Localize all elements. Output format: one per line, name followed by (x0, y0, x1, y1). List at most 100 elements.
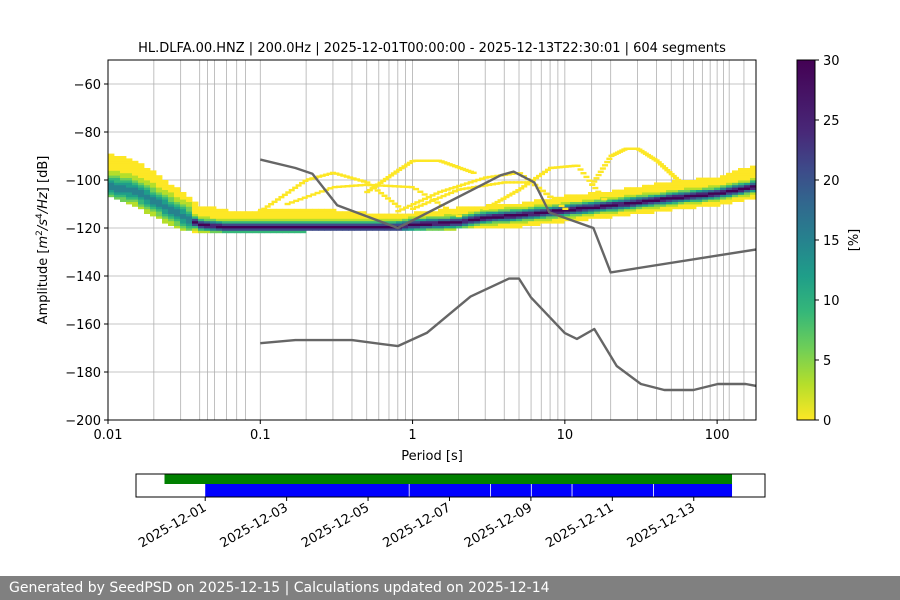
psd-density-cell (732, 199, 739, 202)
psd-outlier-cell (417, 204, 424, 207)
psd-density-cell (174, 187, 181, 190)
psd-density-cell (246, 230, 253, 234)
psd-density-cell (636, 189, 643, 193)
psd-density-cell (516, 225, 523, 229)
psd-density-cell (654, 187, 661, 190)
psd-outlier-cell (455, 188, 462, 191)
psd-outlier-cell (550, 198, 557, 202)
psd-density-cell (576, 199, 583, 202)
psd-density-cell (444, 211, 451, 214)
psd-density-cell (318, 223, 325, 226)
psd-density-cell (714, 180, 721, 183)
psd-density-cell (546, 199, 553, 202)
psd-density-cell (240, 223, 247, 226)
psd-density-cell (732, 175, 739, 178)
psd-density-cell (138, 165, 145, 169)
psd-density-cell (120, 170, 127, 174)
psd-density-cell (630, 201, 637, 205)
psd-outlier-cell (591, 180, 598, 183)
psd-density-cell (480, 218, 487, 222)
psd-density-cell (510, 220, 517, 224)
y-tick-label: −100 (65, 174, 101, 189)
psd-outlier-cell (475, 178, 482, 182)
psd-density-cell (402, 216, 409, 219)
psd-density-cell (162, 199, 169, 202)
psd-density-cell (384, 218, 391, 222)
psd-density-cell (468, 211, 475, 214)
psd-density-cell (606, 216, 613, 219)
psd-density-cell (228, 230, 235, 234)
psd-density-cell (468, 223, 475, 226)
psd-density-cell (324, 211, 331, 214)
psd-density-cell (624, 204, 631, 207)
psd-density-cell (552, 220, 559, 224)
psd-density-cell (204, 206, 211, 210)
psd-density-cell (540, 220, 547, 224)
psd-density-cell (180, 228, 187, 231)
psd-density-cell (240, 225, 247, 229)
psd-density-cell (246, 216, 253, 219)
psd-outlier-cell (418, 199, 425, 202)
psd-density-cell (186, 220, 193, 224)
psd-density-cell (114, 192, 121, 195)
psd-density-cell (558, 208, 565, 212)
psd-density-cell (738, 172, 745, 176)
psd-density-cell (282, 220, 289, 224)
psd-density-cell (744, 184, 751, 188)
psd-outlier-cell (490, 183, 497, 186)
psd-density-cell (630, 206, 637, 210)
psd-density-cell (654, 208, 661, 212)
psd-density-cell (564, 211, 571, 214)
psd-density-cell (498, 211, 505, 214)
psd-density-cell (162, 194, 169, 198)
psd-density-cell (744, 182, 751, 186)
psd-density-cell (162, 187, 169, 190)
psd-density-cell (684, 182, 691, 186)
x-tick-label: 100 (705, 428, 730, 443)
psd-density-cell (138, 199, 145, 202)
psd-outlier-cell (369, 187, 376, 190)
psd-density-cell (750, 189, 756, 193)
psd-density-cell (654, 196, 661, 200)
psd-density-cell (222, 223, 229, 226)
psd-density-cell (462, 206, 469, 210)
psd-outlier-cell (597, 170, 604, 173)
psd-density-cell (726, 201, 733, 205)
psd-density-cell (120, 163, 127, 166)
psd-density-cell (132, 189, 139, 193)
psd-outlier-cell (657, 163, 664, 166)
psd-density-cell (348, 216, 355, 219)
psd-density-cell (720, 182, 727, 186)
psd-density-cell (324, 208, 331, 212)
psd-density-cell (684, 180, 691, 183)
psd-outlier-cell (520, 181, 527, 184)
psd-density-cell (696, 189, 703, 193)
psd-density-cell (672, 187, 679, 190)
psd-density-cell (186, 196, 193, 200)
psd-density-cell (216, 211, 223, 214)
psd-density-cell (120, 177, 127, 181)
psd-density-cell (150, 199, 157, 202)
psd-density-cell (306, 216, 313, 219)
psd-density-cell (138, 180, 145, 183)
psd-density-cell (750, 172, 756, 176)
psd-density-cell (162, 216, 169, 219)
psd-density-cell (150, 172, 157, 176)
timeline-tick-label: 2025-12-09 (462, 500, 535, 551)
psd-outlier-cell (486, 183, 493, 187)
psd-density-cell (564, 208, 571, 212)
psd-density-cell (744, 192, 751, 195)
psd-outlier-cell (451, 190, 458, 193)
psd-density-cell (192, 220, 199, 224)
psd-density-cell (300, 211, 307, 214)
psd-density-cell (174, 216, 181, 219)
psd-density-cell (528, 223, 535, 226)
psd-density-cell (648, 199, 655, 202)
psd-density-cell (162, 211, 169, 214)
psd-density-cell (276, 218, 283, 222)
psd-density-cell (690, 199, 697, 202)
psd-outlier-cell (402, 206, 409, 209)
psd-density-cell (150, 192, 157, 195)
psd-density-cell (666, 184, 673, 188)
psd-density-cell (666, 194, 673, 198)
